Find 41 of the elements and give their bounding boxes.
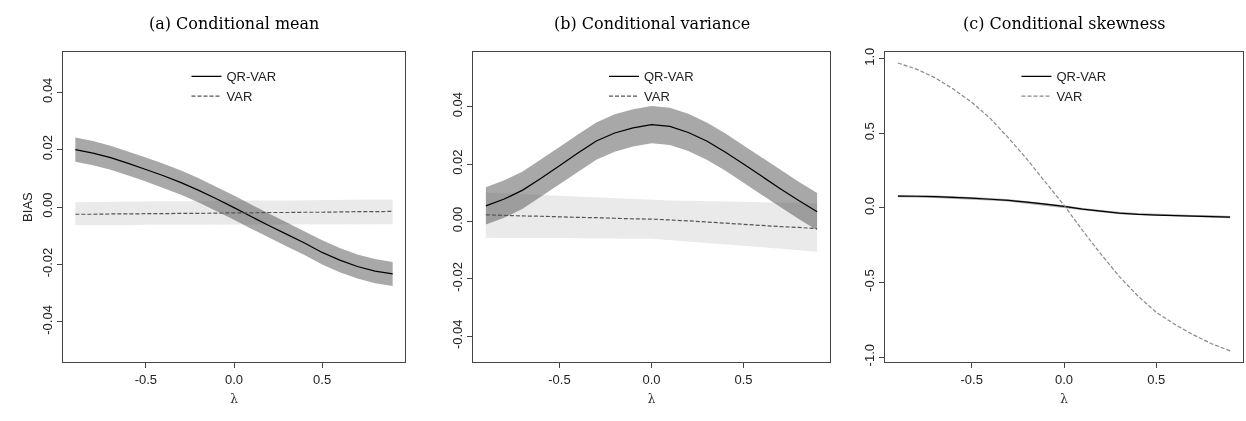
y-tick-label: 0.02 — [449, 149, 465, 175]
y-tick-label: 0.00 — [39, 192, 55, 218]
y-axis-title: BIAS — [19, 191, 35, 222]
y-tick-label: 0.04 — [39, 77, 55, 103]
line-series — [485, 214, 818, 230]
line-series — [74, 149, 394, 275]
y-tick-label: 0.0 — [861, 196, 877, 215]
x-tick-label: 0.5 — [734, 371, 753, 387]
y-tick-label: -0.04 — [39, 305, 55, 335]
y-tick-label: -1.0 — [861, 343, 877, 367]
legend-label: QR-VAR — [644, 69, 694, 85]
x-axis-title: λ — [647, 391, 656, 406]
legend-label: VAR — [226, 89, 253, 105]
y-tick-label: 0.00 — [449, 206, 465, 233]
line-series — [897, 62, 1231, 352]
y-tick-label: -0.02 — [39, 247, 55, 278]
line-series — [485, 124, 818, 213]
legend-label: VAR — [644, 89, 670, 105]
x-tick-label: -0.5 — [134, 371, 158, 387]
legend-label: QR-VAR — [1056, 69, 1107, 85]
x-tick-label: 0.0 — [1054, 371, 1074, 387]
chart-title: (a) Conditional mean — [149, 14, 320, 33]
y-tick-label: 1.0 — [861, 47, 877, 66]
x-tick-label: 0.0 — [224, 371, 244, 387]
y-tick-label: -0.04 — [449, 319, 465, 350]
x-tick-label: -0.5 — [548, 371, 571, 387]
y-tick-label: -0.5 — [861, 269, 877, 292]
x-tick-label: 0.0 — [642, 371, 661, 387]
x-tick-label: 0.5 — [1147, 371, 1166, 387]
chart-title: (c) Conditional skewness — [963, 14, 1166, 33]
legend-label: VAR — [1056, 89, 1083, 105]
y-tick-label: -0.02 — [449, 262, 465, 292]
x-axis-title: λ — [1060, 391, 1069, 406]
x-axis-title: λ — [230, 391, 239, 406]
y-tick-label: 0.5 — [861, 122, 877, 141]
y-tick-label: 0.02 — [39, 135, 55, 161]
x-tick-label: 0.5 — [313, 371, 332, 387]
x-tick-label: -0.5 — [960, 371, 983, 387]
chart-title: (b) Conditional variance — [554, 14, 751, 33]
legend-label: QR-VAR — [226, 69, 277, 85]
y-tick-label: 0.04 — [449, 92, 465, 118]
